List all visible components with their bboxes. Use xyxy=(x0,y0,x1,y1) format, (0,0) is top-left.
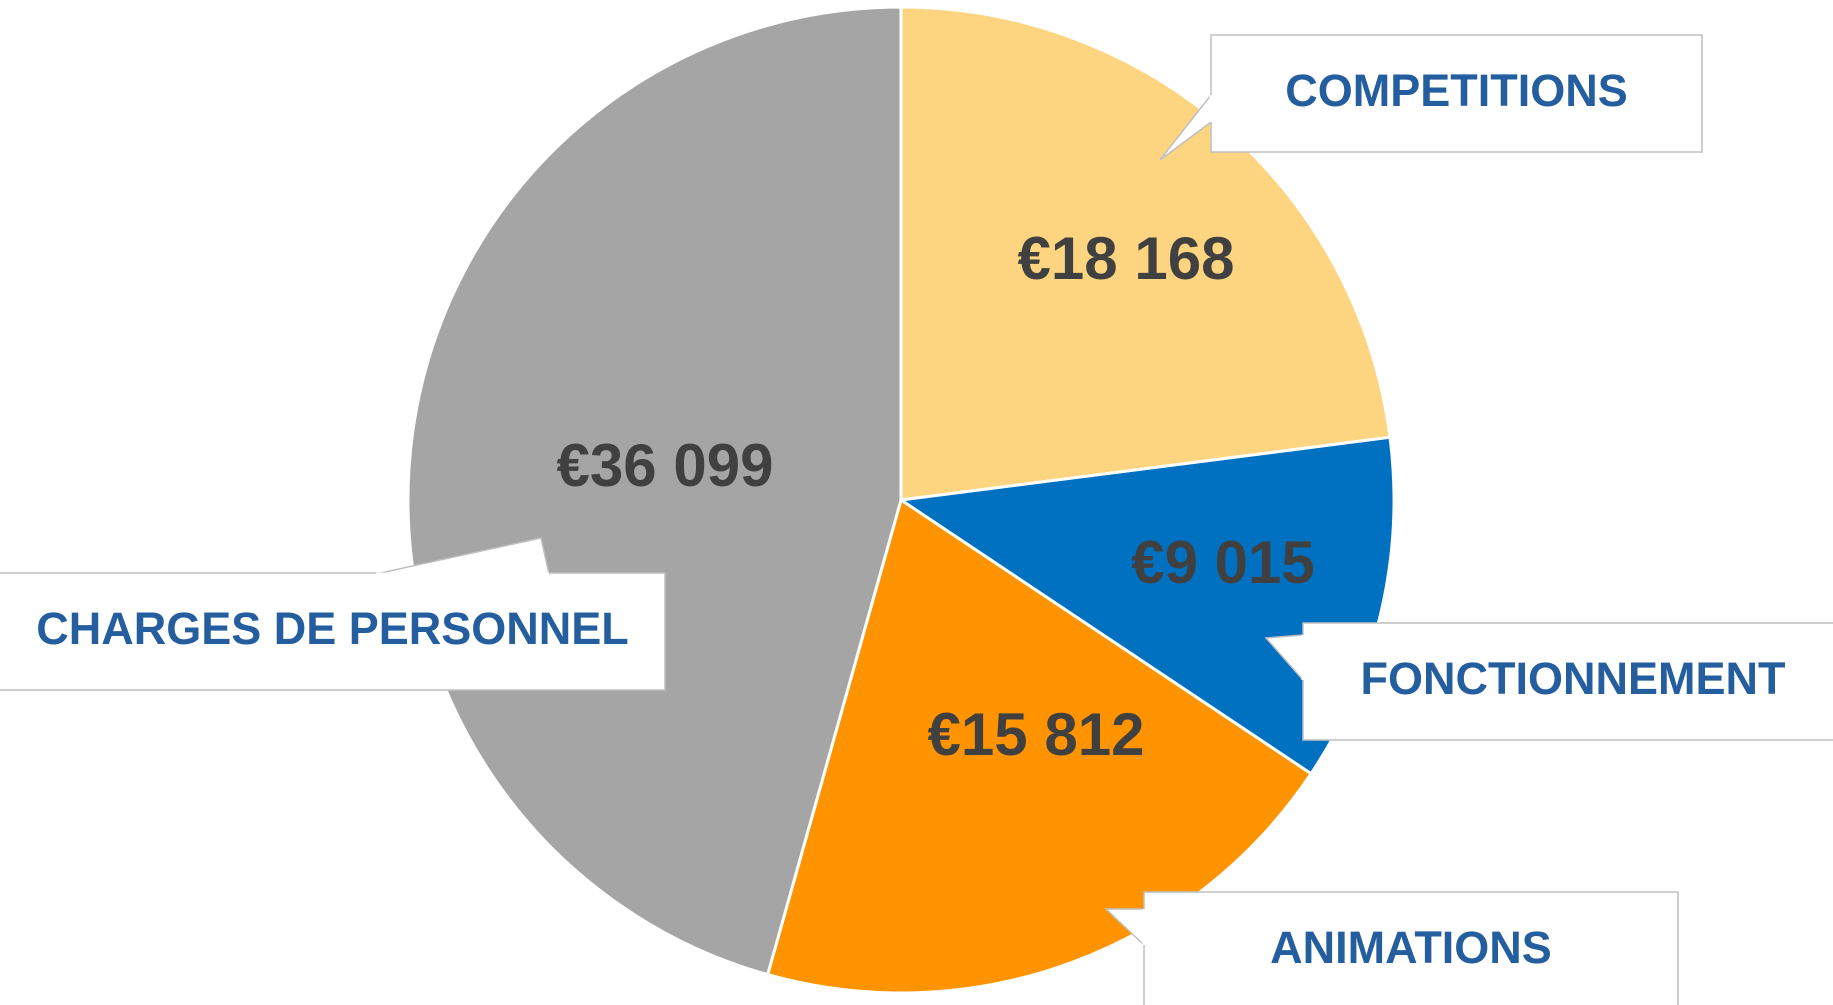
slices xyxy=(406,5,1396,995)
callout-box xyxy=(1143,891,1679,1005)
slice xyxy=(765,497,1314,995)
category-label: COMPETITIONS xyxy=(1285,65,1628,116)
value-labels: €18 168 €9 015 €15 812 €36 099 xyxy=(557,225,1315,768)
callout-box xyxy=(1302,622,1833,741)
slice xyxy=(406,5,903,977)
category-label: CHARGES DE PERSONNEL xyxy=(36,603,629,654)
category-label: ANIMATIONS xyxy=(1270,922,1552,973)
category-label: FONCTIONNEMENT xyxy=(1361,653,1786,704)
value-label: €9 015 xyxy=(1131,529,1315,596)
callout-box xyxy=(0,572,666,691)
value-label: €18 168 xyxy=(1018,225,1235,292)
callout-box xyxy=(1210,34,1703,153)
value-label: €36 099 xyxy=(557,432,774,499)
value-label: €15 812 xyxy=(928,701,1145,768)
slice xyxy=(896,435,1396,776)
callouts: COMPETITIONS FONCTIONNEMENT ANIMATIONS CHAR… xyxy=(0,34,1833,1005)
